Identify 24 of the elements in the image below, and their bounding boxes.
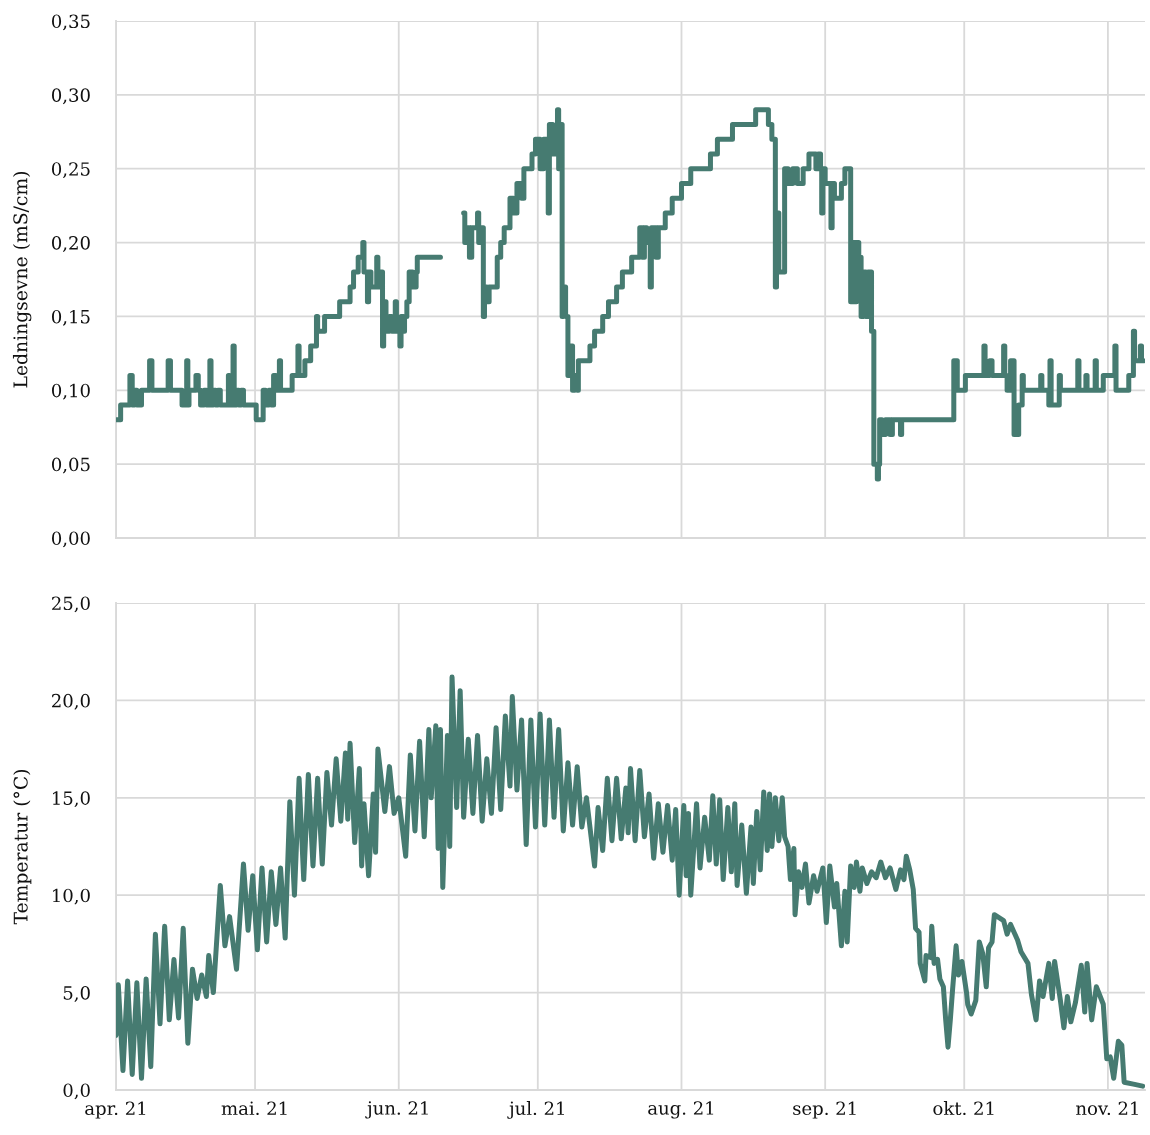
y-axis-title: Temperatur (°C) <box>13 769 32 925</box>
y-axis-title: Ledningsevne (mS/cm) <box>12 171 32 388</box>
y-tick-label: 0,00 <box>51 531 90 548</box>
y-tick-label: 10,0 <box>53 888 90 905</box>
y-tick-label: 5,0 <box>63 986 90 1002</box>
y-tick-label: 0,35 <box>51 14 90 31</box>
x-tick-label: apr. 21 <box>85 1101 146 1119</box>
y-tick-label: 0,20 <box>51 236 90 252</box>
x-tick-label: jul. 21 <box>507 1101 564 1119</box>
y-tick-label: 0,25 <box>51 162 90 179</box>
x-tick-label: mai. 21 <box>221 1101 287 1116</box>
x-tick-label: aug. 21 <box>648 1101 714 1119</box>
y-tick-label: 15,0 <box>53 791 90 808</box>
y-tick-label: 0,15 <box>51 309 90 326</box>
y-tick-label: 0,0 <box>63 1083 90 1100</box>
y-tick-label: 0,10 <box>51 383 90 400</box>
x-tick-label: okt. 21 <box>933 1101 994 1116</box>
x-tick-label: nov. 21 <box>1076 1101 1138 1116</box>
y-tick-label: 25,0 <box>52 596 90 613</box>
x-tick-label: jun. 21 <box>365 1101 428 1119</box>
x-tick-label: sep. 21 <box>793 1101 856 1119</box>
y-tick-label: 20,0 <box>52 693 90 710</box>
y-tick-label: 0,30 <box>51 88 90 105</box>
y-tick-label: 0,05 <box>51 457 90 474</box>
